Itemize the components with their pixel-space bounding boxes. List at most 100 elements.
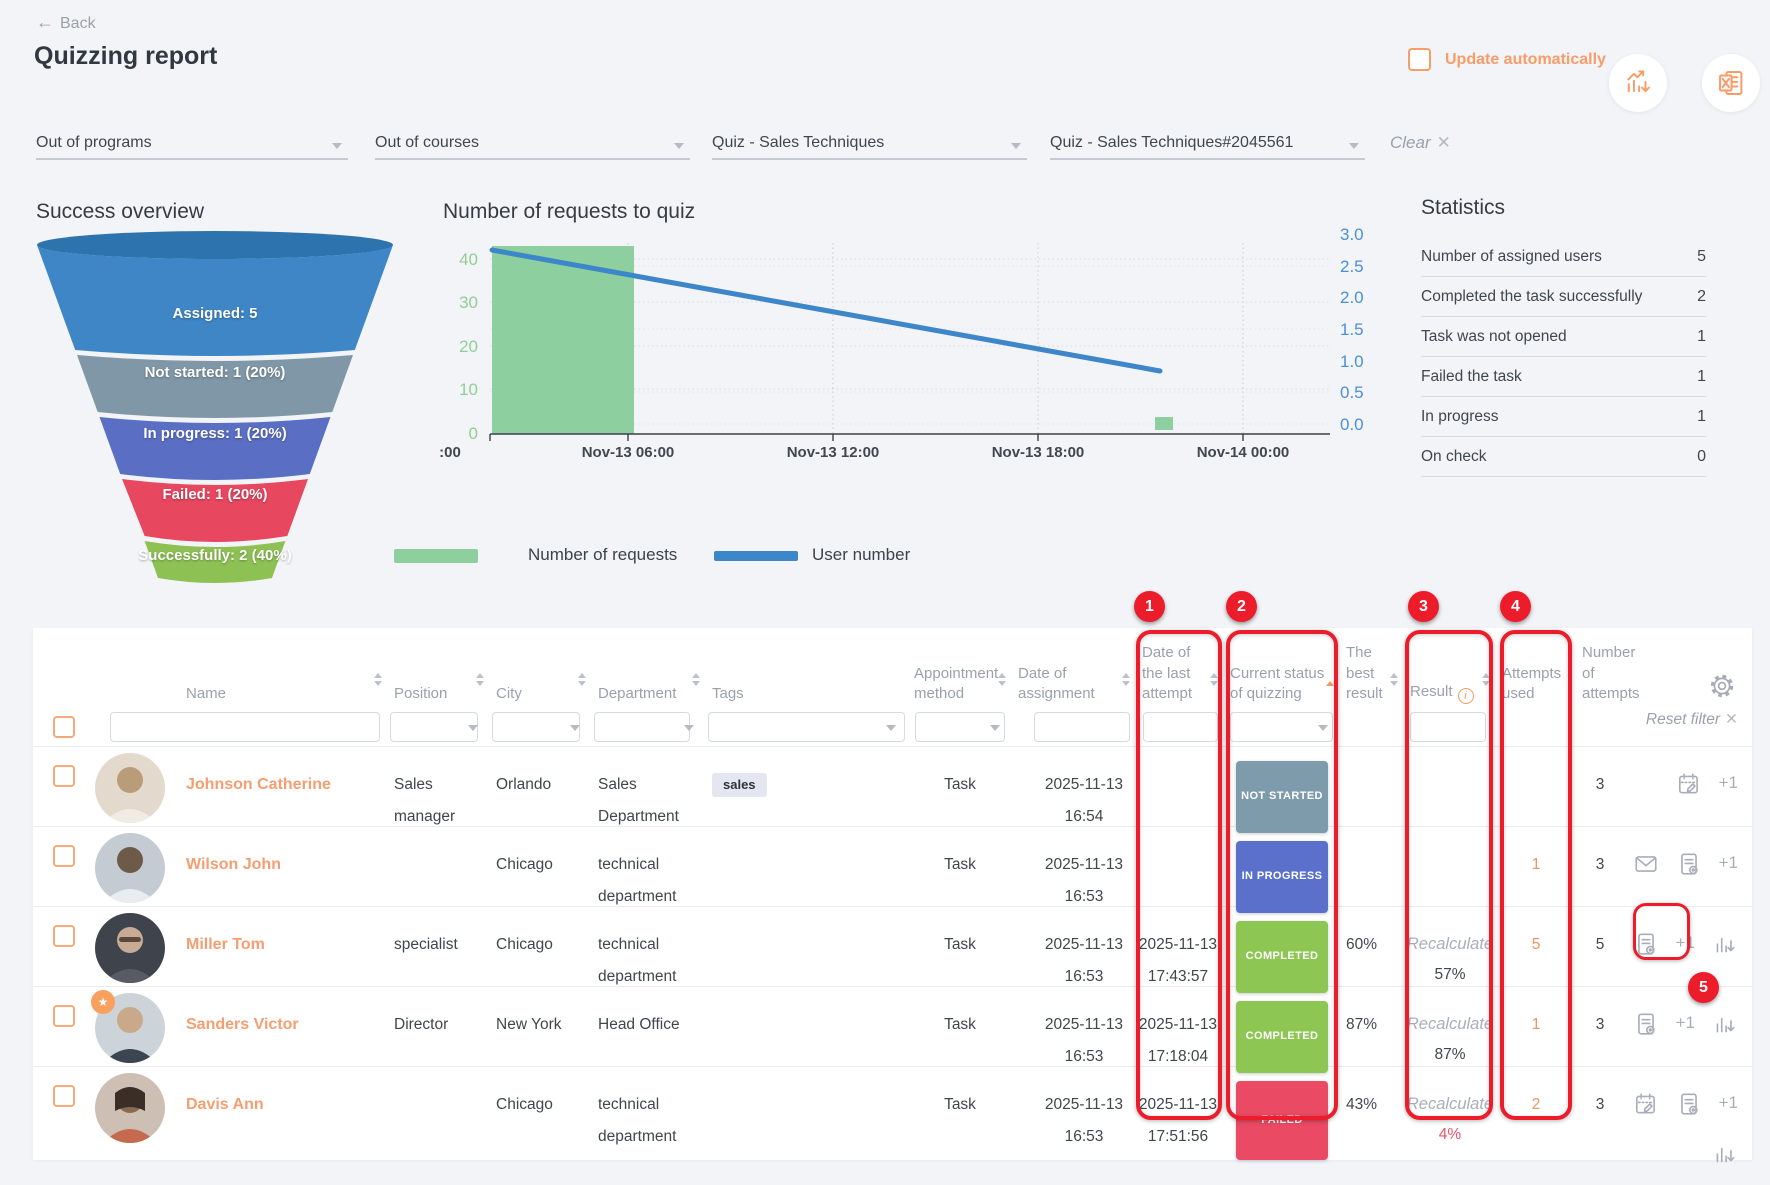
chart-results-icon[interactable]	[1712, 931, 1738, 962]
report-icon[interactable]	[1633, 931, 1659, 962]
left-axis-tick: 30	[459, 293, 478, 312]
gear-icon[interactable]	[1710, 674, 1734, 698]
filter-quiz-instance-value: Quiz - Sales Techniques#2045561	[1050, 134, 1294, 151]
row-checkbox[interactable]	[53, 765, 75, 787]
reset-filter-link[interactable]: Reset filter ✕	[1646, 710, 1738, 729]
chart-results-icon[interactable]	[1712, 1011, 1738, 1042]
back-link[interactable]: ← Back	[36, 12, 96, 33]
cell-number-of-attempts: 3	[1595, 776, 1605, 793]
row-checkbox[interactable]	[53, 925, 75, 947]
stat-value: 1	[1697, 407, 1706, 425]
cell-date-of-last-attempt	[1136, 747, 1224, 833]
more-actions-link[interactable]: +1	[1718, 853, 1738, 872]
user-name-link[interactable]: Davis Ann	[186, 1096, 264, 1113]
person-avatar-icon	[103, 767, 157, 823]
row-checkbox[interactable]	[53, 1005, 75, 1027]
column-header-position: Position	[388, 628, 490, 712]
report-icon[interactable]	[1633, 1011, 1659, 1042]
row-checkbox[interactable]	[53, 845, 75, 867]
sort-best-result[interactable]	[1390, 673, 1398, 686]
annotation-circle-2: 2	[1226, 591, 1257, 622]
column-header-appointment-method: Appointment method	[908, 628, 1012, 712]
avatar	[95, 833, 165, 903]
sort-position[interactable]	[476, 673, 484, 686]
table-row: Johnson Catherine Sales manager Orlando …	[33, 746, 1752, 833]
cell-best-result: 60%	[1346, 936, 1378, 953]
more-actions-link[interactable]: +1	[1675, 1013, 1695, 1032]
sort-date-of-assignment[interactable]	[1122, 673, 1130, 686]
stat-label: Completed the task successfully	[1421, 287, 1643, 305]
chart-results-icon[interactable]	[1712, 1141, 1738, 1172]
info-icon[interactable]: i	[1457, 688, 1474, 704]
result-filter-input[interactable]	[1410, 712, 1486, 742]
filter-courses[interactable]: Out of courses	[375, 134, 690, 160]
excel-export-button[interactable]	[1702, 54, 1760, 112]
cell-city: Chicago	[496, 936, 553, 953]
left-axis-tick: 20	[459, 337, 478, 356]
user-name-link[interactable]: Sanders Victor	[186, 1016, 299, 1033]
sort-result[interactable]	[1482, 673, 1490, 686]
stat-value: 1	[1697, 367, 1706, 385]
clear-label: Clear	[1390, 133, 1431, 152]
report-icon[interactable]	[1676, 851, 1702, 882]
calendar-edit-icon[interactable]	[1633, 1091, 1659, 1122]
cell-city: New York	[496, 1016, 562, 1033]
clear-filters-link[interactable]: Clear ✕	[1390, 133, 1451, 153]
recalculate-link[interactable]: Recalculate	[1406, 1015, 1494, 1033]
filter-programs-value: Out of programs	[36, 134, 152, 151]
stat-label: Task was not opened	[1421, 327, 1567, 345]
user-name-link[interactable]: Johnson Catherine	[186, 776, 331, 793]
stat-value: 1	[1697, 327, 1706, 345]
recalculate-link[interactable]: Recalculate	[1406, 935, 1494, 953]
filter-quiz-instance[interactable]: Quiz - Sales Techniques#2045561	[1050, 134, 1365, 160]
position-filter-select[interactable]	[388, 712, 490, 742]
table-filter-row	[33, 712, 1752, 746]
cell-appointment-method: Task	[944, 856, 976, 873]
sort-city[interactable]	[578, 673, 586, 686]
cell-date-of-last-attempt: 2025-11-13 17:51:56	[1138, 1096, 1218, 1145]
chevron-down-icon	[1349, 143, 1359, 149]
user-name-link[interactable]: Wilson John	[186, 856, 281, 873]
city-filter-select[interactable]	[490, 712, 592, 742]
calendar-edit-icon[interactable]	[1676, 771, 1702, 802]
date-of-last-attempt-filter-input[interactable]	[1143, 712, 1218, 742]
select-all-checkbox[interactable]	[53, 716, 75, 738]
row-checkbox[interactable]	[53, 1085, 75, 1107]
more-actions-link[interactable]: +1	[1675, 933, 1695, 952]
sort-department[interactable]	[692, 673, 700, 686]
filter-programs[interactable]: Out of programs	[36, 134, 348, 160]
stat-label: Failed the task	[1421, 367, 1522, 385]
cell-position	[388, 827, 490, 913]
sort-date-of-last-attempt[interactable]	[1210, 673, 1218, 686]
user-number-line	[489, 247, 1163, 374]
date-of-assignment-filter-input[interactable]	[1034, 712, 1130, 742]
cell-number-of-attempts: 3	[1595, 856, 1605, 873]
requests-chart: 40 30 20 10 0 3.0 2.5 2.0 1.5 1.0 0.5 0.…	[385, 225, 1375, 475]
stat-row: In progress 1	[1421, 397, 1706, 437]
sort-current-status[interactable]	[1326, 681, 1334, 686]
sort-appointment-method[interactable]	[998, 673, 1006, 686]
chevron-down-icon	[1318, 725, 1328, 731]
report-icon[interactable]	[1676, 1091, 1702, 1122]
status-badge: NOT STARTED	[1236, 761, 1328, 833]
chart-title: Number of requests to quiz	[443, 200, 696, 223]
cell-attempts-used: 1	[1531, 856, 1541, 873]
sort-name[interactable]	[374, 673, 382, 686]
user-name-link[interactable]: Miller Tom	[186, 936, 265, 953]
envelope-icon[interactable]	[1633, 851, 1659, 882]
department-filter-select[interactable]	[592, 712, 706, 742]
update-automatically-checkbox[interactable]	[1408, 48, 1431, 71]
appointment-method-filter-select[interactable]	[908, 712, 1012, 742]
more-actions-link[interactable]: +1	[1718, 773, 1738, 792]
cell-attempts-used: 2	[1531, 1096, 1541, 1113]
name-filter-input[interactable]	[110, 712, 380, 742]
filter-courses-value: Out of courses	[375, 134, 480, 151]
status-badge: FAILED	[1236, 1081, 1328, 1160]
more-actions-link[interactable]: +1	[1718, 1093, 1738, 1112]
column-header-attempts-used: Attempts used	[1502, 664, 1562, 702]
current-status-filter-select[interactable]	[1224, 712, 1340, 742]
chart-export-button[interactable]	[1609, 54, 1667, 112]
filter-quiz[interactable]: Quiz - Sales Techniques	[712, 134, 1027, 160]
tags-filter-select[interactable]	[706, 712, 908, 742]
recalculate-link[interactable]: Recalculate	[1406, 1095, 1494, 1113]
